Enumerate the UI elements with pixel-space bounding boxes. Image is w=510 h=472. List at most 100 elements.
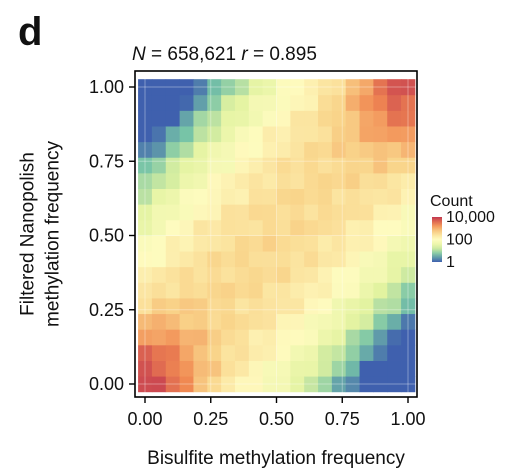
heatmap-cell [138, 251, 153, 268]
heatmap-cell [179, 376, 194, 393]
heatmap-cell [193, 94, 208, 111]
heatmap-cell [359, 376, 374, 393]
heatmap-cell [331, 141, 347, 158]
heatmap-cell [401, 79, 416, 96]
heatmap-cell [345, 344, 360, 361]
heatmap-cell [373, 172, 388, 189]
heatmap-cell [234, 313, 250, 330]
heatmap-cell [207, 126, 222, 143]
heatmap-cell [234, 172, 250, 189]
heatmap-cell [373, 376, 388, 393]
heatmap-cell [276, 188, 291, 205]
heatmap-cell [248, 235, 264, 252]
heatmap-cell [401, 219, 416, 236]
x-tick-label: 0.00 [127, 409, 162, 429]
heatmap-cell [234, 188, 250, 205]
heatmap-cell [248, 204, 264, 221]
heatmap-cell [304, 126, 319, 143]
heatmap-cell [331, 376, 347, 393]
heatmap-cell [387, 79, 402, 96]
heatmap-cell [234, 329, 250, 346]
heatmap-cell [165, 172, 180, 189]
heatmap-cell [179, 344, 194, 361]
heatmap-cell [401, 344, 416, 361]
heatmap-cell [387, 360, 402, 377]
heatmap-cell [262, 298, 277, 315]
heatmap-cell [193, 141, 208, 158]
heatmap-cell [359, 141, 374, 158]
heatmap-cell [221, 235, 236, 252]
heatmap-cell [193, 235, 208, 252]
title-r-symbol: r [241, 44, 248, 65]
heatmap-cell [359, 344, 374, 361]
heatmap-cell [318, 219, 333, 236]
heatmap-cell [221, 157, 236, 174]
heatmap-cell [151, 313, 167, 330]
heatmap-cell [207, 282, 222, 299]
heatmap-cell [304, 313, 319, 330]
heatmap-cell [276, 298, 291, 315]
heatmap-cell [179, 94, 194, 111]
heatmap-cell [373, 360, 388, 377]
heatmap-cell [165, 376, 180, 393]
heatmap-cell [151, 282, 167, 299]
heatmap-cell [373, 94, 388, 111]
heatmap-cell [248, 188, 264, 205]
heatmap-cell [359, 157, 374, 174]
heatmap-cell [373, 282, 388, 299]
heatmap-cell [387, 282, 402, 299]
heatmap-cell [207, 313, 222, 330]
y-axis-label-line-2: methylation frequency [43, 141, 64, 327]
heatmap-cell [248, 172, 264, 189]
heatmap-cell [276, 282, 291, 299]
heatmap-cell [262, 313, 277, 330]
heatmap-cell [359, 219, 374, 236]
heatmap-cell [276, 126, 291, 143]
heatmap-cell [345, 172, 360, 189]
heatmap-cell [248, 298, 264, 315]
heatmap-cell [193, 157, 208, 174]
heatmap-cell [373, 344, 388, 361]
heatmap-cell [276, 344, 291, 361]
y-tick-label: 0.25 [89, 300, 124, 320]
heatmap-cell [234, 94, 250, 111]
heatmap-cell [151, 344, 167, 361]
heatmap-cell [248, 266, 264, 283]
heatmap-cell [387, 172, 402, 189]
heatmap-cell [248, 282, 264, 299]
heatmap-cell [345, 251, 360, 268]
heatmap-cell [248, 94, 264, 111]
heatmap-cell [318, 110, 333, 127]
heatmap-cell [165, 251, 180, 268]
heatmap-cell [234, 360, 250, 377]
heatmap-cell [345, 110, 360, 127]
legend-label-mid: 100 [446, 232, 473, 249]
heatmap-cell [401, 94, 416, 111]
x-tick-label: 0.75 [325, 409, 360, 429]
heatmap-cell [179, 298, 194, 315]
y-tick-label: 0.50 [89, 226, 124, 246]
heatmap-cell [387, 110, 402, 127]
heatmap-cell [373, 157, 388, 174]
heatmap-cell [345, 204, 360, 221]
heatmap-cell [179, 219, 194, 236]
heatmap-cell [151, 141, 167, 158]
heatmap-cell [221, 266, 236, 283]
heatmap-cell [221, 188, 236, 205]
heatmap-cell [165, 79, 180, 96]
heatmap-cell [193, 360, 208, 377]
heatmap-cell [345, 266, 360, 283]
heatmap-cell [359, 329, 374, 346]
heatmap-cell [304, 204, 319, 221]
title-n-value: = 658,621 [145, 44, 242, 65]
heatmap-cell [276, 204, 291, 221]
heatmap-cell [179, 110, 194, 127]
heatmap-cell [373, 251, 388, 268]
heatmap-cell [318, 329, 333, 346]
heatmap-cell [193, 266, 208, 283]
heatmap-cell [151, 329, 167, 346]
heatmap-cell [345, 282, 360, 299]
heatmap-cell [331, 188, 347, 205]
heatmap-cell [373, 298, 388, 315]
heatmap-cell [304, 266, 319, 283]
